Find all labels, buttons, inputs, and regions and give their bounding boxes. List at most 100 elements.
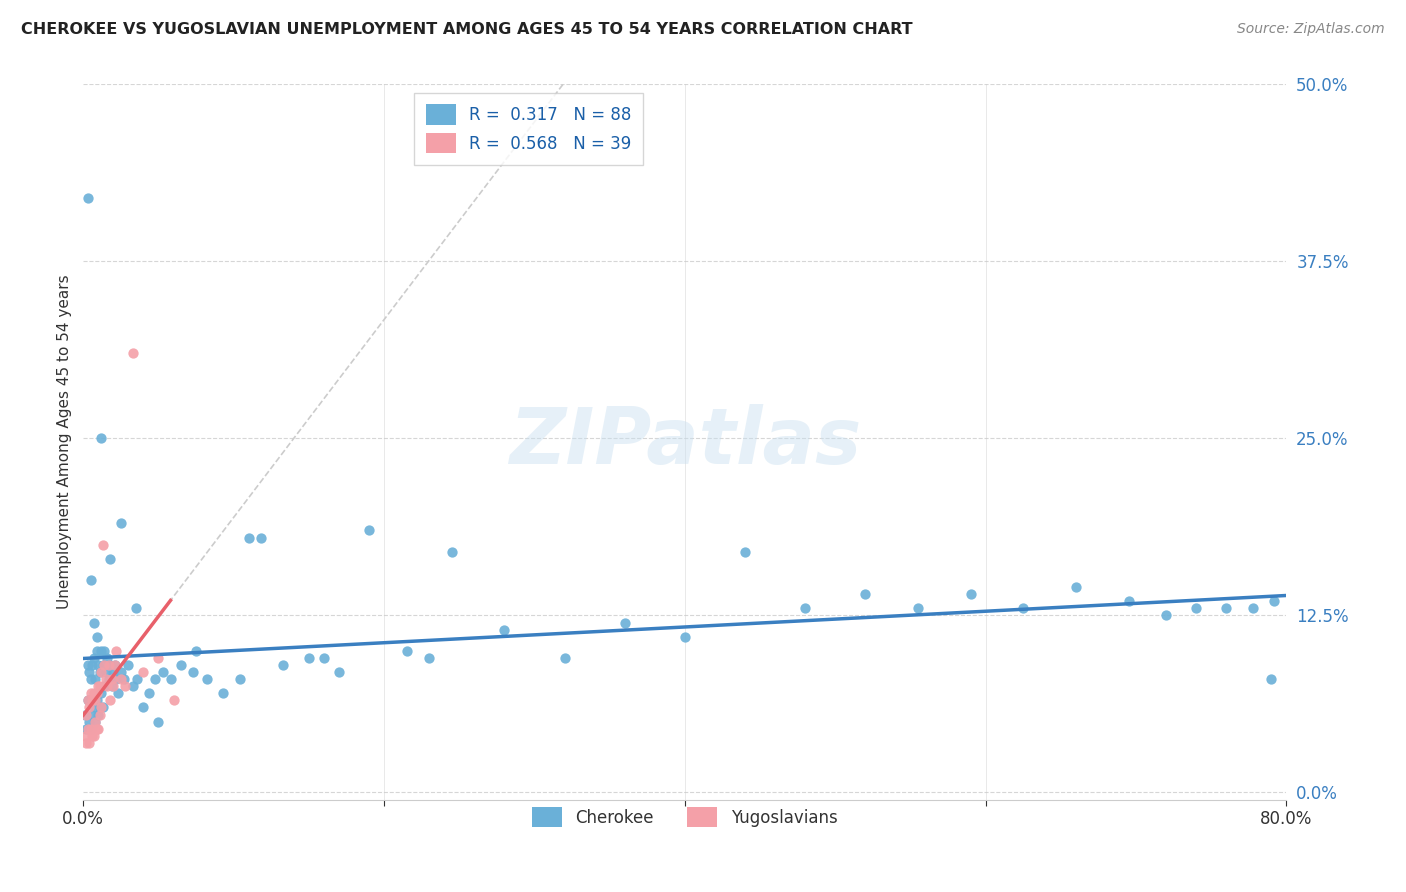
Point: [228, 672, 250, 686]
Point: [90, 700, 112, 714]
Point: [1263, 594, 1285, 608]
Point: [96, 679, 118, 693]
Point: [395, 644, 418, 658]
Point: [87, 658, 110, 673]
Point: [1012, 601, 1035, 615]
Point: [125, 601, 148, 615]
Point: [98, 551, 121, 566]
Point: [84, 693, 107, 707]
Point: [82, 707, 104, 722]
Point: [79, 736, 101, 750]
Point: [93, 644, 115, 658]
Point: [89, 700, 111, 714]
Point: [122, 346, 145, 360]
Point: [794, 601, 817, 615]
Point: [84, 714, 107, 729]
Point: [76, 693, 98, 707]
Point: [1154, 608, 1177, 623]
Text: ZIPatlas: ZIPatlas: [509, 404, 860, 480]
Point: [86, 644, 108, 658]
Point: [853, 587, 876, 601]
Point: [80, 722, 103, 736]
Point: [80, 573, 103, 587]
Point: [103, 665, 125, 679]
Point: [613, 615, 636, 630]
Point: [76, 722, 98, 736]
Point: [159, 672, 181, 686]
Point: [418, 651, 440, 665]
Point: [80, 722, 103, 736]
Point: [93, 658, 115, 673]
Point: [312, 651, 335, 665]
Point: [87, 679, 110, 693]
Point: [1064, 580, 1087, 594]
Text: CHEROKEE VS YUGOSLAVIAN UNEMPLOYMENT AMONG AGES 45 TO 54 YEARS CORRELATION CHART: CHEROKEE VS YUGOSLAVIAN UNEMPLOYMENT AMO…: [21, 22, 912, 37]
Point: [73, 729, 96, 743]
Point: [195, 672, 218, 686]
Point: [117, 658, 139, 673]
Point: [162, 693, 184, 707]
Point: [90, 686, 112, 700]
Point: [94, 665, 117, 679]
Point: [79, 700, 101, 714]
Point: [1185, 601, 1208, 615]
Point: [83, 686, 105, 700]
Point: [79, 714, 101, 729]
Point: [80, 672, 103, 686]
Point: [152, 665, 174, 679]
Point: [110, 665, 132, 679]
Point: [148, 714, 170, 729]
Point: [107, 686, 129, 700]
Point: [86, 722, 108, 736]
Point: [90, 665, 112, 679]
Point: [103, 679, 125, 693]
Point: [90, 432, 112, 446]
Point: [138, 686, 160, 700]
Point: [96, 651, 118, 665]
Point: [357, 524, 380, 538]
Point: [86, 630, 108, 644]
Point: [83, 615, 105, 630]
Point: [184, 644, 207, 658]
Point: [90, 644, 112, 658]
Point: [83, 700, 105, 714]
Point: [105, 644, 128, 658]
Point: [91, 700, 114, 714]
Text: Source: ZipAtlas.com: Source: ZipAtlas.com: [1237, 22, 1385, 37]
Point: [76, 693, 98, 707]
Point: [132, 700, 155, 714]
Point: [1215, 601, 1237, 615]
Point: [98, 658, 121, 673]
Point: [75, 707, 97, 722]
Point: [181, 665, 204, 679]
Point: [97, 658, 120, 673]
Point: [907, 601, 929, 615]
Point: [127, 672, 149, 686]
Point: [84, 714, 107, 729]
Point: [734, 545, 756, 559]
Point: [79, 665, 101, 679]
Point: [101, 679, 124, 693]
Point: [112, 672, 135, 686]
Point: [83, 729, 105, 743]
Point: [80, 686, 103, 700]
Point: [87, 722, 110, 736]
Point: [494, 623, 516, 637]
Point: [82, 729, 104, 743]
Point: [104, 658, 127, 673]
Point: [212, 686, 235, 700]
Point: [101, 672, 124, 686]
Y-axis label: Unemployment Among Ages 45 to 54 years: Unemployment Among Ages 45 to 54 years: [58, 275, 72, 609]
Point: [298, 651, 321, 665]
Point: [1118, 594, 1140, 608]
Point: [105, 672, 128, 686]
Point: [114, 679, 136, 693]
Point: [86, 686, 108, 700]
Point: [110, 672, 132, 686]
Point: [959, 587, 981, 601]
Point: [75, 722, 97, 736]
Point: [89, 679, 111, 693]
Point: [97, 672, 120, 686]
Point: [86, 693, 108, 707]
Point: [673, 630, 696, 644]
